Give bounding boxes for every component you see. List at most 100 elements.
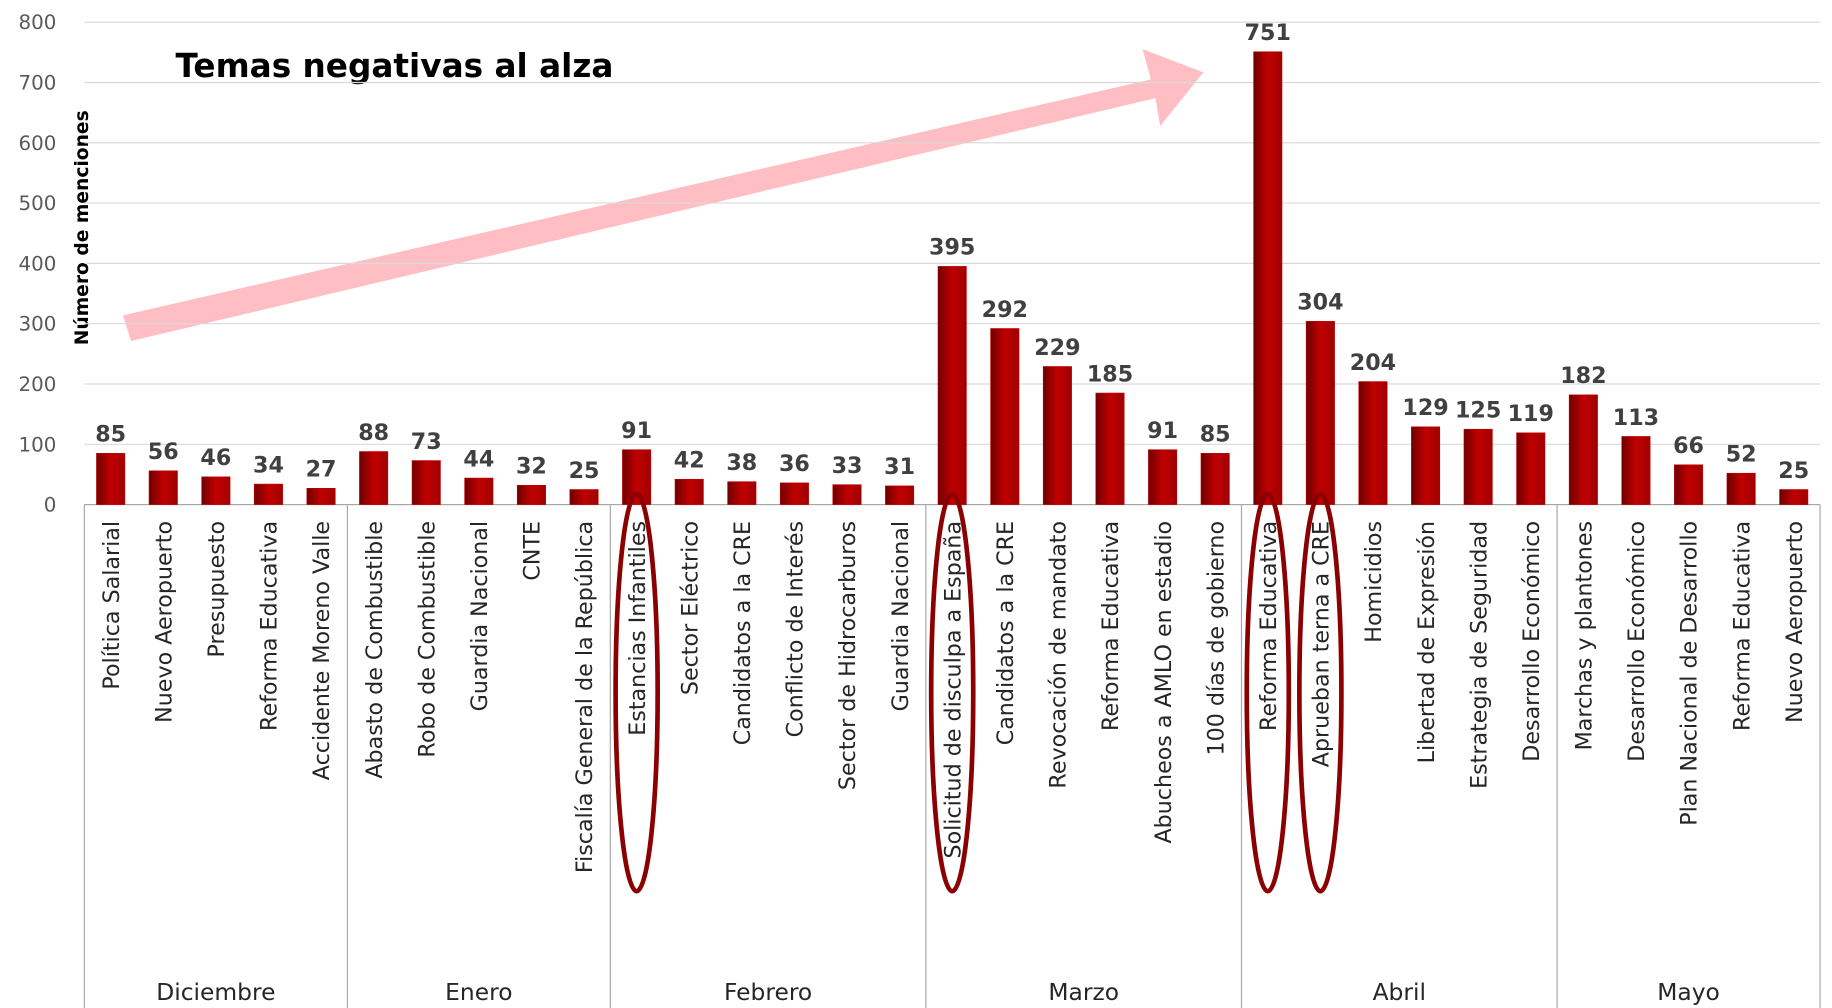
x-tick-label: Desarrollo Económico: [1519, 521, 1545, 762]
x-tick-label: Solicitud de disculpa a España: [940, 521, 966, 859]
bar: [201, 476, 231, 505]
x-tick-label: Política Salarial: [99, 521, 125, 690]
bar: [306, 488, 336, 505]
x-tick-label: Desarrollo Económico: [1624, 521, 1650, 762]
y-tick-label: 400: [18, 252, 56, 275]
x-tick-label: Abucheos a AMLO en estadio: [1151, 521, 1177, 844]
bar: [990, 328, 1020, 505]
value-label: 66: [1673, 433, 1704, 459]
x-tick-label: Marchas y plantones: [1572, 521, 1598, 750]
highlight-ellipse: [1297, 491, 1344, 894]
value-label: 44: [463, 446, 494, 472]
group-label: Diciembre: [156, 978, 275, 1006]
bar: [411, 460, 441, 505]
y-tick-label: 200: [18, 373, 56, 396]
bar: [1095, 392, 1125, 505]
bar: [1042, 366, 1072, 505]
value-label: 292: [982, 297, 1028, 323]
x-tick-label: Conflicto de Interés: [783, 521, 809, 737]
y-tick-label: 300: [18, 313, 56, 336]
bar: [359, 451, 389, 505]
value-label: 46: [200, 445, 231, 471]
y-tick-label: 600: [18, 132, 56, 155]
bar: [1200, 453, 1230, 505]
value-label: 73: [411, 429, 442, 455]
bar: [516, 484, 546, 505]
bar: [464, 477, 494, 505]
value-label: 125: [1455, 398, 1501, 424]
value-label: 56: [148, 439, 179, 465]
x-tick-label: Nuevo Aeropuerto: [151, 521, 177, 723]
annotation: Temas negativas al alza: [175, 47, 613, 85]
bar: [253, 483, 283, 505]
bar: [1148, 449, 1178, 505]
y-tick-label: 0: [44, 494, 57, 517]
value-label: 31: [884, 454, 915, 480]
value-label: 304: [1297, 290, 1343, 316]
bar: [727, 481, 757, 505]
y-tick-label: 700: [18, 71, 56, 94]
x-tick-label: Presupuesto: [204, 521, 230, 658]
value-label: 27: [306, 457, 337, 483]
value-label: 395: [929, 235, 975, 261]
x-tick-label: Libertad de Expresión: [1414, 521, 1440, 763]
bar: [1621, 436, 1651, 505]
group-label: Marzo: [1048, 978, 1119, 1006]
bar: [1358, 381, 1388, 505]
x-tick-label: Homicidios: [1361, 521, 1387, 643]
value-label: 25: [1778, 458, 1809, 484]
x-tick-label: Robo de Combustible: [414, 521, 440, 758]
highlight-ellipse: [1244, 491, 1292, 894]
group-label: Mayo: [1657, 978, 1720, 1006]
x-tick-label: Sector de Hidrocarburos: [835, 521, 861, 790]
value-label: 88: [358, 420, 389, 446]
bar: [1726, 472, 1756, 505]
bar: [96, 453, 126, 505]
bar: [779, 482, 809, 505]
value-label: 185: [1087, 361, 1133, 387]
bar: [1305, 320, 1335, 505]
value-label: 52: [1726, 442, 1757, 468]
value-label: 113: [1613, 405, 1659, 431]
bar: [1779, 489, 1809, 505]
bar: [832, 484, 862, 505]
y-axis-label: Número de menciones: [72, 110, 93, 345]
y-tick-label: 500: [18, 192, 56, 215]
x-tick-label: Revocación de mandato: [1046, 521, 1072, 789]
group-label: Febrero: [724, 978, 812, 1006]
bar: [1253, 51, 1283, 505]
value-label: 36: [779, 451, 810, 477]
highlight-ellipse: [928, 491, 976, 894]
trend-arrow: [122, 49, 1204, 342]
x-tick-label: Aprueban terna a CRE: [1309, 521, 1335, 767]
x-tick-label: Reforma Educativa: [1256, 521, 1282, 731]
value-label: 25: [569, 458, 600, 484]
group-label: Enero: [445, 978, 512, 1006]
x-tick-label: Candidatos a la CRE: [993, 521, 1019, 745]
x-tick-label: Reforma Educativa: [1098, 521, 1124, 731]
bar: [1674, 464, 1704, 505]
value-label: 33: [832, 453, 863, 479]
value-label: 85: [95, 422, 126, 448]
value-label: 91: [1147, 418, 1178, 444]
value-label: 34: [253, 452, 284, 478]
value-label: 751: [1245, 20, 1291, 46]
value-label: 182: [1560, 363, 1606, 389]
group-label: Abril: [1373, 978, 1426, 1006]
value-label: 42: [674, 448, 705, 474]
x-tick-label: Abasto de Combustible: [362, 521, 388, 779]
bar: [1463, 428, 1493, 505]
y-tick-label: 100: [18, 433, 56, 456]
bar: [1568, 394, 1598, 505]
x-tick-label: Candidatos a la CRE: [730, 521, 756, 745]
x-tick-label: Reforma Educativa: [1729, 521, 1755, 731]
bar: [674, 478, 704, 505]
bar: [148, 470, 178, 505]
x-tick-label: Guardia Nacional: [888, 521, 914, 711]
x-tick-label: Sector Eléctrico: [677, 521, 703, 695]
x-tick-label: CNTE: [520, 521, 546, 581]
bar: [569, 489, 599, 505]
x-tick-label: Estrategia de Seguridad: [1466, 521, 1492, 789]
value-label: 38: [726, 450, 757, 476]
x-tick-label: Reforma Educativa: [257, 521, 283, 731]
